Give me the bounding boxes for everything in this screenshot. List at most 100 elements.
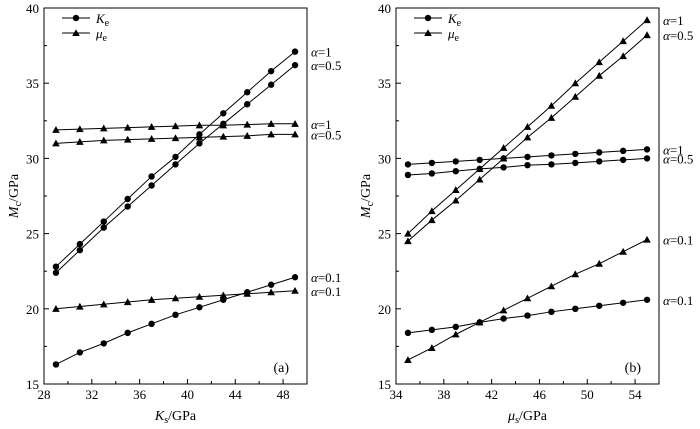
data-point (76, 246, 84, 254)
series-label: α=1 (311, 117, 332, 132)
data-point (243, 289, 252, 297)
data-point (76, 240, 84, 248)
series-label: α=0.1 (663, 233, 693, 248)
data-point (99, 136, 108, 144)
data-point (643, 155, 651, 162)
legend-marker (72, 29, 80, 37)
data-point (404, 161, 412, 168)
data-point (619, 299, 627, 306)
legend-label: Ke (447, 11, 462, 29)
data-point (100, 340, 107, 347)
data-point (267, 281, 275, 288)
data-point (147, 295, 156, 303)
series-mu_e-alpha-1 (52, 120, 299, 133)
data-point (596, 158, 603, 165)
x-tick-label: 42 (485, 387, 498, 402)
data-point (547, 282, 556, 290)
data-point (99, 124, 108, 132)
series-K_e-alpha-0.1 (52, 274, 299, 368)
data-point (523, 294, 532, 302)
y-tick-label: 15 (378, 377, 391, 392)
panel-label: (b) (625, 361, 642, 376)
x-tick-label: 40 (181, 387, 194, 402)
series-line (55, 64, 296, 274)
data-point (291, 130, 299, 138)
data-point (148, 173, 155, 180)
data-point (244, 101, 251, 108)
x-tick-label: 50 (581, 387, 594, 402)
y-tick-label: 20 (26, 302, 39, 317)
data-point (643, 296, 651, 303)
x-tick-label: 46 (533, 387, 547, 402)
y-axis-label: Mc/GPa (359, 173, 376, 219)
y-axis-label-main: M (359, 205, 374, 219)
plot-frame (395, 7, 660, 385)
y-tick-label: 35 (378, 76, 391, 91)
series-K_e-alpha-1 (404, 146, 651, 168)
data-point (548, 152, 555, 159)
data-point (291, 274, 299, 281)
data-point (643, 31, 651, 39)
legend-label: μe (447, 26, 460, 44)
data-point (547, 101, 556, 109)
data-point (428, 326, 436, 334)
data-point (523, 123, 532, 130)
data-point (196, 304, 203, 311)
data-point (428, 159, 436, 167)
data-point (595, 58, 604, 66)
data-point (475, 175, 484, 183)
plot-frame (43, 7, 308, 385)
data-point (500, 164, 507, 171)
series-mu_e-alpha-0.1 (52, 286, 299, 312)
data-point (243, 132, 252, 139)
y-tick-label: 20 (378, 302, 391, 317)
data-point (76, 349, 84, 356)
data-point (52, 139, 60, 147)
data-point (195, 292, 204, 300)
data-point (195, 121, 204, 129)
x-tick-label: 34 (390, 387, 404, 402)
data-point (452, 158, 459, 165)
series-label: α=0.1 (663, 293, 693, 308)
data-point (76, 302, 84, 310)
data-point (404, 356, 412, 363)
data-point (428, 344, 436, 351)
data-point (451, 196, 460, 204)
data-point (596, 149, 603, 156)
series-mu_e-alpha-0.5 (52, 130, 299, 147)
panel-b: 34 38 42 46 50 54152025303540μs/GPaMc/GPaα=1α… (359, 1, 693, 426)
x-tick-label: 36 (133, 387, 147, 402)
data-point (572, 150, 579, 158)
x-tick-label: 54 (629, 387, 643, 402)
data-point (291, 61, 299, 69)
data-point (100, 218, 107, 225)
legend-item: μe (62, 26, 108, 44)
data-point (452, 167, 459, 175)
data-point (172, 161, 179, 168)
data-point (148, 182, 155, 189)
series-mu_e-alpha-1 (404, 16, 651, 237)
data-point (124, 203, 131, 210)
series-K_e-alpha-0.1 (404, 296, 651, 337)
data-point (172, 153, 179, 161)
data-point (404, 171, 412, 179)
series-label: α=0.5 (311, 58, 341, 73)
y-axis-label-sub: c (365, 201, 376, 206)
data-point (76, 125, 84, 133)
y-axis-label-sub: c (13, 201, 24, 206)
data-point (499, 306, 508, 314)
data-point (571, 270, 580, 278)
data-point (619, 147, 627, 155)
y-axis-label-unit: /GPa (7, 173, 22, 202)
data-point (571, 92, 580, 100)
data-point (171, 294, 180, 302)
data-point (548, 308, 555, 316)
data-point (267, 130, 275, 138)
x-axis-label-sub: s (515, 415, 519, 426)
data-point (52, 361, 60, 368)
data-point (476, 165, 483, 173)
data-point (52, 263, 60, 270)
series-label: α=0.5 (663, 28, 693, 43)
x-axis-label-unit: /GPa (519, 409, 548, 424)
x-tick-label: 32 (85, 387, 98, 402)
